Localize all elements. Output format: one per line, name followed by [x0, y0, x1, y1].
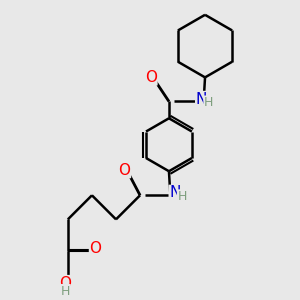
Text: O: O	[145, 70, 157, 85]
Text: O: O	[118, 163, 130, 178]
Text: O: O	[89, 241, 101, 256]
Text: N: N	[169, 185, 181, 200]
Text: H: H	[61, 285, 70, 298]
Text: N: N	[196, 92, 207, 106]
Text: H: H	[178, 190, 187, 203]
Text: H: H	[204, 96, 213, 109]
Text: O: O	[59, 276, 71, 291]
